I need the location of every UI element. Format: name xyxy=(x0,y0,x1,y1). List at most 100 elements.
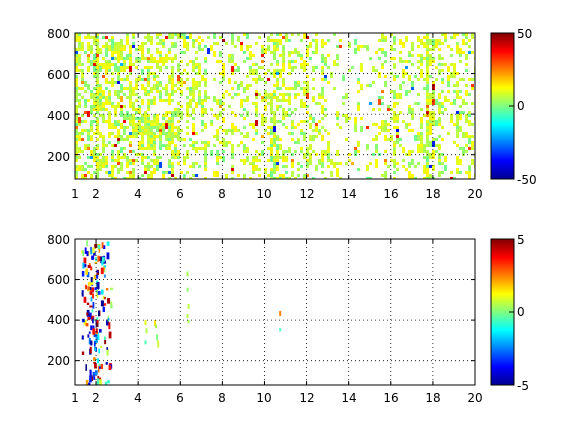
heatmap-cell xyxy=(168,126,171,129)
heatmap-cell xyxy=(429,153,432,156)
heatmap-cell xyxy=(405,168,408,171)
heatmap-cell xyxy=(285,165,288,168)
heatmap-cell xyxy=(276,72,279,75)
heatmap-cell xyxy=(357,105,360,111)
heatmap-cell xyxy=(402,45,405,48)
heatmap-cell xyxy=(321,153,324,159)
heatmap-cell xyxy=(99,379,102,385)
heatmap-cell xyxy=(84,81,87,87)
heatmap-cell xyxy=(165,147,168,150)
heatmap-cell xyxy=(204,123,207,129)
heatmap-cell xyxy=(393,114,396,117)
heatmap-cell xyxy=(120,69,123,72)
heatmap-cell xyxy=(282,51,285,57)
heatmap-cell xyxy=(81,78,84,81)
heatmap-cell xyxy=(279,99,282,102)
heatmap-cell xyxy=(94,287,97,291)
heatmap-cell xyxy=(270,99,273,105)
heatmap-cell xyxy=(240,81,243,87)
heatmap-cell xyxy=(192,69,195,72)
heatmap-cell xyxy=(450,114,453,120)
heatmap-cell xyxy=(180,93,183,96)
heatmap-cell xyxy=(462,51,465,54)
heatmap-cell xyxy=(240,132,243,135)
heatmap-cell xyxy=(153,123,156,126)
heatmap-cell xyxy=(162,144,165,147)
heatmap-cell xyxy=(129,81,132,84)
heatmap-cell xyxy=(144,78,147,81)
heatmap-cell xyxy=(456,120,459,123)
heatmap-cell xyxy=(168,159,171,165)
heatmap-cell xyxy=(129,162,132,165)
heatmap-cell xyxy=(120,162,123,168)
heatmap-cell xyxy=(135,66,138,69)
heatmap-cell xyxy=(345,162,348,165)
heatmap-cell xyxy=(225,90,228,93)
heatmap-cell xyxy=(147,132,150,135)
heatmap-cell xyxy=(141,114,144,117)
heatmap-cell xyxy=(117,135,120,138)
heatmap-cell xyxy=(273,159,276,162)
heatmap-cell xyxy=(267,69,270,72)
heatmap-cell xyxy=(411,129,414,132)
heatmap-cell xyxy=(468,135,471,138)
heatmap-cell xyxy=(432,90,435,93)
heatmap-cell xyxy=(75,129,78,132)
heatmap-cell xyxy=(123,126,126,129)
heatmap-cell xyxy=(315,126,318,132)
heatmap-cell xyxy=(426,135,429,138)
heatmap-cell xyxy=(228,141,231,144)
heatmap-cell xyxy=(171,114,174,117)
heatmap-cell xyxy=(354,123,357,126)
heatmap-cell xyxy=(441,138,444,141)
heatmap-cell xyxy=(171,120,174,123)
heatmap-cell xyxy=(354,126,357,132)
heatmap-cell xyxy=(162,126,165,129)
heatmap-cell xyxy=(468,114,471,117)
bottom-x-tick-label: 20 xyxy=(467,391,482,405)
heatmap-cell xyxy=(357,168,360,171)
heatmap-cell xyxy=(201,114,204,117)
heatmap-cell xyxy=(420,117,423,123)
heatmap-cell xyxy=(153,96,156,99)
heatmap-cell xyxy=(87,135,90,141)
heatmap-cell xyxy=(138,147,141,150)
heatmap-cell xyxy=(270,174,273,179)
heatmap-cell xyxy=(210,123,213,126)
heatmap-cell xyxy=(93,75,96,78)
heatmap-cell xyxy=(426,156,429,162)
heatmap-cell xyxy=(240,105,243,108)
heatmap-cell xyxy=(153,126,156,129)
heatmap-cell xyxy=(108,365,112,370)
heatmap-cell xyxy=(123,93,126,96)
heatmap-cell xyxy=(153,153,156,156)
heatmap-cell xyxy=(402,75,405,78)
heatmap-cell xyxy=(171,93,174,96)
heatmap-cell xyxy=(297,93,300,96)
heatmap-cell xyxy=(105,362,108,365)
heatmap-cell xyxy=(213,114,216,117)
bottom-x-tick-label: 4 xyxy=(134,391,142,405)
heatmap-cell xyxy=(192,39,195,42)
heatmap-cell xyxy=(360,84,363,87)
heatmap-cell xyxy=(438,144,441,150)
heatmap-cell xyxy=(132,45,135,48)
heatmap-cell xyxy=(102,165,105,168)
heatmap-cell xyxy=(129,144,132,147)
heatmap-cell xyxy=(102,45,105,48)
heatmap-cell xyxy=(177,150,180,156)
heatmap-cell xyxy=(279,54,282,57)
heatmap-cell xyxy=(114,105,117,111)
heatmap-cell xyxy=(426,177,429,179)
top-plot: 1 2 4 6 8 10 12 14 16 18 20 200 400 600 … xyxy=(47,27,483,201)
heatmap-cell xyxy=(111,48,114,51)
heatmap-cell xyxy=(117,156,120,162)
heatmap-cell xyxy=(306,105,309,108)
heatmap-cell xyxy=(303,102,306,108)
heatmap-cell xyxy=(156,36,159,39)
heatmap-cell xyxy=(165,99,168,102)
heatmap-cell xyxy=(261,141,264,144)
heatmap-cell xyxy=(297,123,300,126)
heatmap-cell xyxy=(222,129,225,132)
heatmap-cell xyxy=(249,57,252,60)
